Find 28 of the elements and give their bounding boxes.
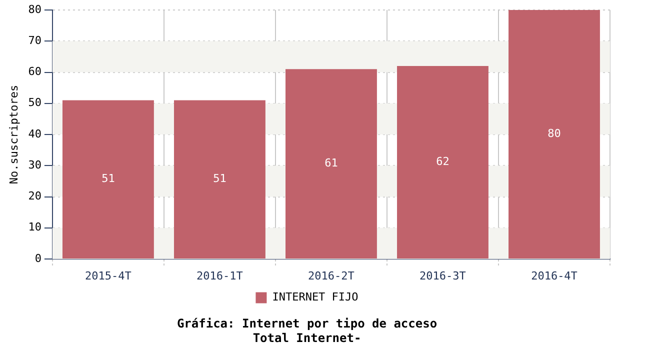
y-tick-label: 70 (28, 34, 42, 47)
x-tick-label: 2016-3T (420, 269, 466, 282)
bar (397, 66, 488, 258)
x-tick-label: 2016-2T (308, 269, 355, 282)
data-label: 51 (102, 172, 115, 186)
text: Gráfica: Internet por tipo de acceso (176, 316, 438, 331)
y-axis-title: No.suscriptores (7, 84, 20, 184)
data-label: 80 (548, 127, 561, 140)
y-tick-label: 60 (28, 65, 42, 78)
y-tick-label: 10 (28, 220, 42, 234)
bar (62, 100, 154, 258)
text: Total Internet- (252, 330, 362, 345)
y-tick-label: 20 (28, 190, 42, 203)
data-label: 61 (324, 156, 338, 170)
bar (174, 100, 266, 258)
y-tick-label: 30 (28, 158, 42, 172)
x-tick-label: 2016-1T (196, 269, 244, 282)
x-tick-label: 2015-4T (85, 269, 132, 282)
data-label: 62 (436, 155, 450, 168)
bar (286, 69, 377, 258)
y-tick-label: 40 (28, 127, 42, 140)
y-tick-label: 0 (34, 252, 42, 265)
y-tick-label: 80 (28, 2, 42, 16)
x-tick-label: 2016-4T (531, 269, 578, 282)
y-tick-label: 50 (28, 96, 42, 110)
data-label: 51 (213, 172, 226, 186)
bar (508, 10, 600, 258)
legend-label: INTERNET FIJO (272, 290, 358, 304)
